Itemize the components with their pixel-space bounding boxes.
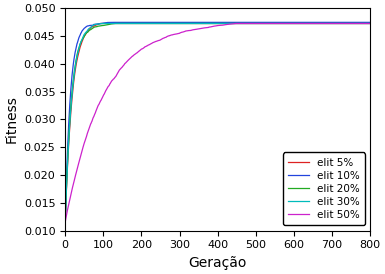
elit 10% bbox=[256, 21, 261, 24]
Line: elit 20%: elit 20% bbox=[65, 24, 370, 222]
elit 10% bbox=[104, 21, 109, 24]
elit 30% bbox=[256, 22, 261, 25]
elit 5% bbox=[108, 22, 112, 25]
elit 50% bbox=[63, 221, 67, 224]
elit 50% bbox=[368, 22, 373, 25]
X-axis label: Geração: Geração bbox=[189, 256, 247, 270]
elit 5% bbox=[368, 22, 373, 25]
elit 50% bbox=[202, 26, 206, 30]
Line: elit 10%: elit 10% bbox=[65, 22, 370, 222]
Legend: elit 5%, elit 10%, elit 20%, elit 30%, elit 50%: elit 5%, elit 10%, elit 20%, elit 30%, e… bbox=[283, 152, 365, 225]
elit 30% bbox=[368, 22, 373, 25]
elit 20% bbox=[365, 22, 370, 25]
elit 10% bbox=[202, 21, 207, 24]
elit 20% bbox=[107, 23, 112, 26]
elit 50% bbox=[256, 22, 261, 25]
elit 20% bbox=[63, 220, 67, 224]
elit 30% bbox=[108, 22, 112, 25]
elit 30% bbox=[63, 221, 67, 224]
elit 10% bbox=[108, 21, 112, 24]
elit 20% bbox=[104, 23, 109, 27]
elit 5% bbox=[202, 22, 207, 25]
elit 30% bbox=[101, 22, 105, 25]
elit 20% bbox=[202, 22, 207, 25]
elit 5% bbox=[63, 220, 67, 224]
elit 5% bbox=[365, 22, 370, 25]
elit 5% bbox=[256, 22, 261, 25]
elit 50% bbox=[233, 22, 237, 25]
elit 20% bbox=[144, 22, 148, 25]
elit 10% bbox=[365, 21, 370, 24]
Line: elit 50%: elit 50% bbox=[65, 24, 370, 222]
elit 50% bbox=[107, 82, 112, 85]
elit 5% bbox=[104, 22, 109, 25]
elit 50% bbox=[365, 22, 370, 25]
elit 10% bbox=[106, 21, 111, 24]
elit 20% bbox=[256, 22, 261, 25]
elit 10% bbox=[63, 221, 67, 224]
elit 20% bbox=[113, 22, 117, 25]
elit 5% bbox=[144, 22, 148, 25]
elit 10% bbox=[368, 21, 373, 24]
elit 10% bbox=[144, 21, 148, 24]
Line: elit 5%: elit 5% bbox=[65, 24, 370, 222]
elit 20% bbox=[368, 22, 373, 25]
Line: elit 30%: elit 30% bbox=[65, 24, 370, 222]
elit 30% bbox=[104, 22, 109, 25]
elit 5% bbox=[99, 22, 103, 25]
elit 30% bbox=[365, 22, 370, 25]
elit 50% bbox=[143, 45, 148, 48]
Y-axis label: Fitness: Fitness bbox=[4, 95, 18, 143]
elit 30% bbox=[202, 22, 207, 25]
elit 50% bbox=[104, 88, 109, 92]
elit 30% bbox=[144, 22, 148, 25]
